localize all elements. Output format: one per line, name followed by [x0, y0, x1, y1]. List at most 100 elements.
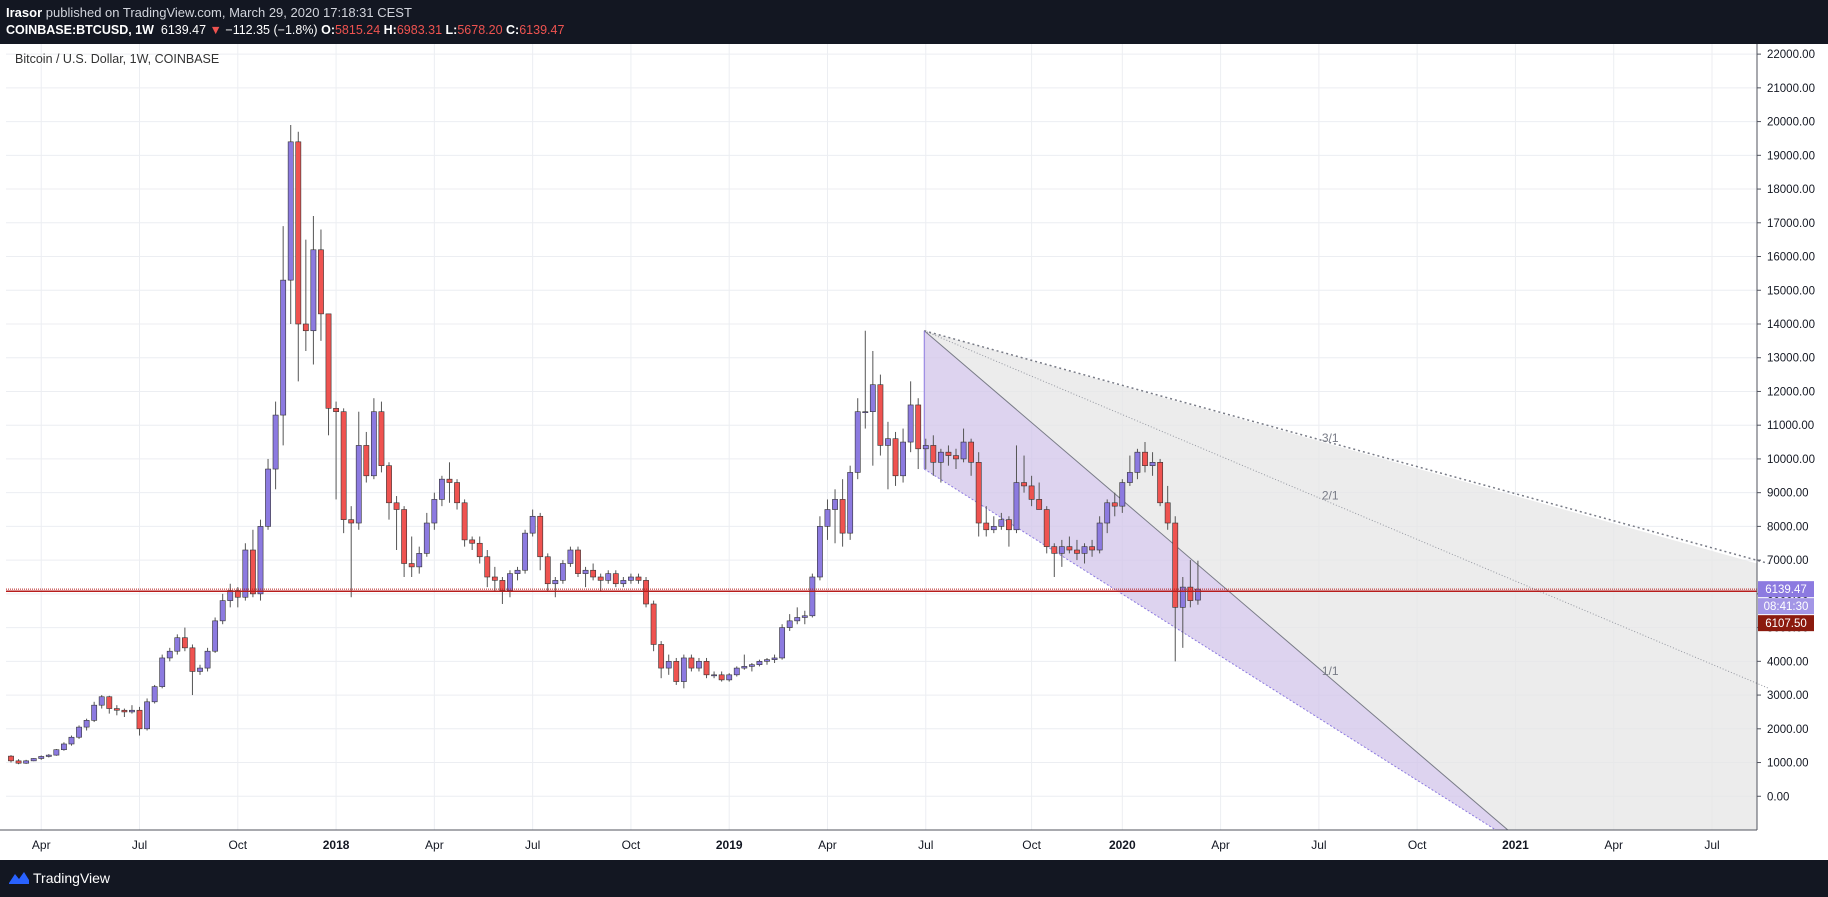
gann-line-3-1[interactable] — [924, 330, 1769, 565]
candle[interactable] — [665, 661, 672, 669]
candle[interactable] — [1096, 522, 1103, 551]
candle[interactable] — [507, 573, 513, 591]
candle[interactable] — [522, 532, 528, 571]
candle[interactable] — [484, 556, 491, 578]
candle[interactable] — [1013, 482, 1020, 531]
price-chart[interactable]: 1/1 2/1 3/1 0.00 1000.00 2000.00 3000.00 4000.0… — [0, 44, 1828, 860]
candle[interactable] — [272, 414, 279, 470]
candle[interactable] — [38, 756, 45, 759]
candle[interactable] — [1051, 546, 1058, 554]
candle[interactable] — [1043, 509, 1050, 547]
candle[interactable] — [559, 563, 566, 581]
candle[interactable] — [476, 542, 483, 558]
candle[interactable] — [590, 569, 597, 578]
candle[interactable] — [711, 674, 717, 677]
candle[interactable] — [748, 664, 755, 667]
candle[interactable] — [151, 686, 158, 703]
candle[interactable] — [295, 141, 302, 325]
candle[interactable] — [1172, 522, 1179, 608]
candle[interactable] — [408, 563, 415, 568]
candle[interactable] — [915, 404, 922, 450]
candle[interactable] — [975, 462, 982, 524]
candle[interactable] — [1179, 586, 1186, 608]
candle[interactable] — [257, 526, 264, 595]
candle[interactable] — [582, 569, 589, 574]
candle[interactable] — [333, 408, 339, 412]
candle[interactable] — [363, 445, 370, 477]
candle[interactable] — [287, 141, 294, 281]
candle[interactable] — [809, 576, 816, 617]
candle[interactable] — [1134, 451, 1141, 473]
candle[interactable] — [1187, 586, 1194, 601]
candle[interactable] — [174, 637, 181, 652]
candle[interactable] — [635, 576, 642, 581]
candle[interactable] — [628, 576, 634, 581]
candle[interactable] — [393, 502, 400, 510]
candle[interactable] — [741, 666, 748, 669]
candle[interactable] — [61, 743, 67, 751]
candle[interactable] — [1111, 502, 1118, 507]
candle[interactable] — [1157, 462, 1164, 504]
candle[interactable] — [348, 519, 355, 524]
candle[interactable] — [960, 441, 967, 460]
candle[interactable] — [106, 696, 113, 709]
candle[interactable] — [1195, 588, 1201, 601]
candle[interactable] — [355, 445, 362, 524]
candle[interactable] — [953, 455, 959, 460]
candle[interactable] — [514, 569, 521, 574]
candle[interactable] — [612, 573, 619, 585]
candle[interactable] — [280, 279, 287, 416]
candle[interactable] — [378, 411, 385, 466]
candle[interactable] — [703, 661, 710, 676]
candle[interactable] — [1142, 451, 1148, 466]
candle[interactable] — [786, 620, 793, 628]
candle[interactable] — [718, 674, 725, 681]
author-name[interactable]: Irasor — [6, 5, 43, 20]
candle[interactable] — [197, 667, 203, 672]
candle[interactable] — [204, 650, 211, 669]
candle[interactable] — [318, 249, 324, 315]
candle[interactable] — [794, 617, 801, 622]
candle[interactable] — [1066, 546, 1073, 551]
candle[interactable] — [643, 580, 649, 605]
candle[interactable] — [847, 472, 854, 534]
candle[interactable] — [302, 323, 309, 332]
candle[interactable] — [650, 603, 657, 645]
candle[interactable] — [53, 749, 60, 756]
candle[interactable] — [1126, 472, 1133, 483]
candle[interactable] — [416, 553, 423, 568]
chart-area[interactable]: 1/1 2/1 3/1 0.00 1000.00 2000.00 3000.00 4000.0… — [0, 44, 1828, 860]
candle[interactable] — [968, 441, 975, 463]
candle[interactable] — [1081, 546, 1088, 554]
candle[interactable] — [779, 627, 786, 659]
candle[interactable] — [439, 478, 445, 500]
candle[interactable] — [446, 478, 453, 483]
candle[interactable] — [885, 438, 891, 446]
candle[interactable] — [673, 661, 680, 682]
candle[interactable] — [386, 465, 392, 504]
candle[interactable] — [159, 657, 166, 687]
candle[interactable] — [1164, 502, 1171, 524]
candle[interactable] — [801, 615, 808, 618]
candle[interactable] — [567, 549, 574, 564]
candle[interactable] — [597, 576, 604, 581]
candle[interactable] — [839, 499, 846, 534]
candle[interactable] — [1058, 546, 1065, 554]
candle[interactable] — [922, 445, 929, 450]
candle[interactable] — [529, 515, 536, 534]
candle[interactable] — [990, 526, 997, 531]
candle[interactable] — [537, 515, 544, 558]
brand-name[interactable]: TradingView — [33, 870, 111, 886]
candle[interactable] — [30, 758, 37, 762]
candle[interactable] — [937, 451, 944, 463]
candle[interactable] — [696, 661, 702, 669]
candle[interactable] — [250, 549, 256, 595]
candle[interactable] — [998, 519, 1005, 527]
candle[interactable] — [1021, 482, 1027, 487]
candle[interactable] — [181, 637, 188, 649]
candle[interactable] — [265, 468, 271, 527]
candle[interactable] — [817, 526, 823, 578]
candle[interactable] — [877, 384, 884, 446]
candle[interactable] — [907, 404, 914, 443]
candle[interactable] — [45, 754, 52, 757]
